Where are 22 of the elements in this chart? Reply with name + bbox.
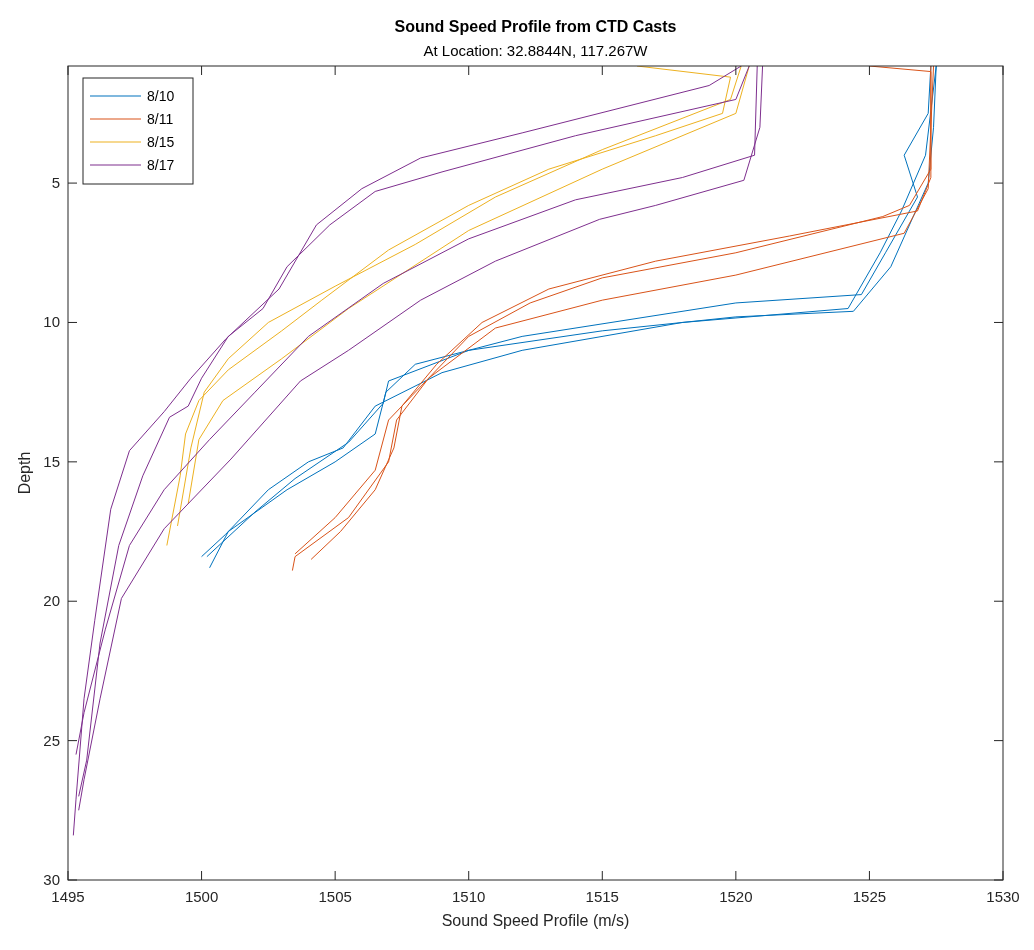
y-axis-title: Depth [16,451,33,495]
legend-label: 8/15 [147,134,175,150]
x-axis-title: Sound Speed Profile (m/s) [441,912,630,929]
x-tick-label: 1505 [318,888,352,905]
legend-label: 8/17 [147,157,175,173]
chart-title: Sound Speed Profile from CTD Casts [394,18,677,35]
legend-label: 8/10 [147,88,175,104]
x-tick-label: 1530 [986,888,1020,905]
x-tick-label: 1495 [51,888,85,905]
x-tick-label: 1500 [184,888,219,905]
y-tick-label: 25 [43,731,60,749]
x-tick-label: 1515 [585,888,619,905]
x-tick-label: 1525 [852,888,887,905]
y-tick-label: 5 [51,174,60,192]
legend-label: 8/11 [147,111,174,127]
chart-subtitle: At Location: 32.8844N, 117.267W [423,42,649,59]
y-tick-label: 30 [43,871,60,888]
x-tick-label: 1510 [452,888,486,905]
y-tick-label: 15 [43,452,60,470]
y-tick-label: 20 [43,592,60,610]
x-tick-label: 1520 [719,888,753,905]
y-tick-label: 10 [43,313,60,331]
